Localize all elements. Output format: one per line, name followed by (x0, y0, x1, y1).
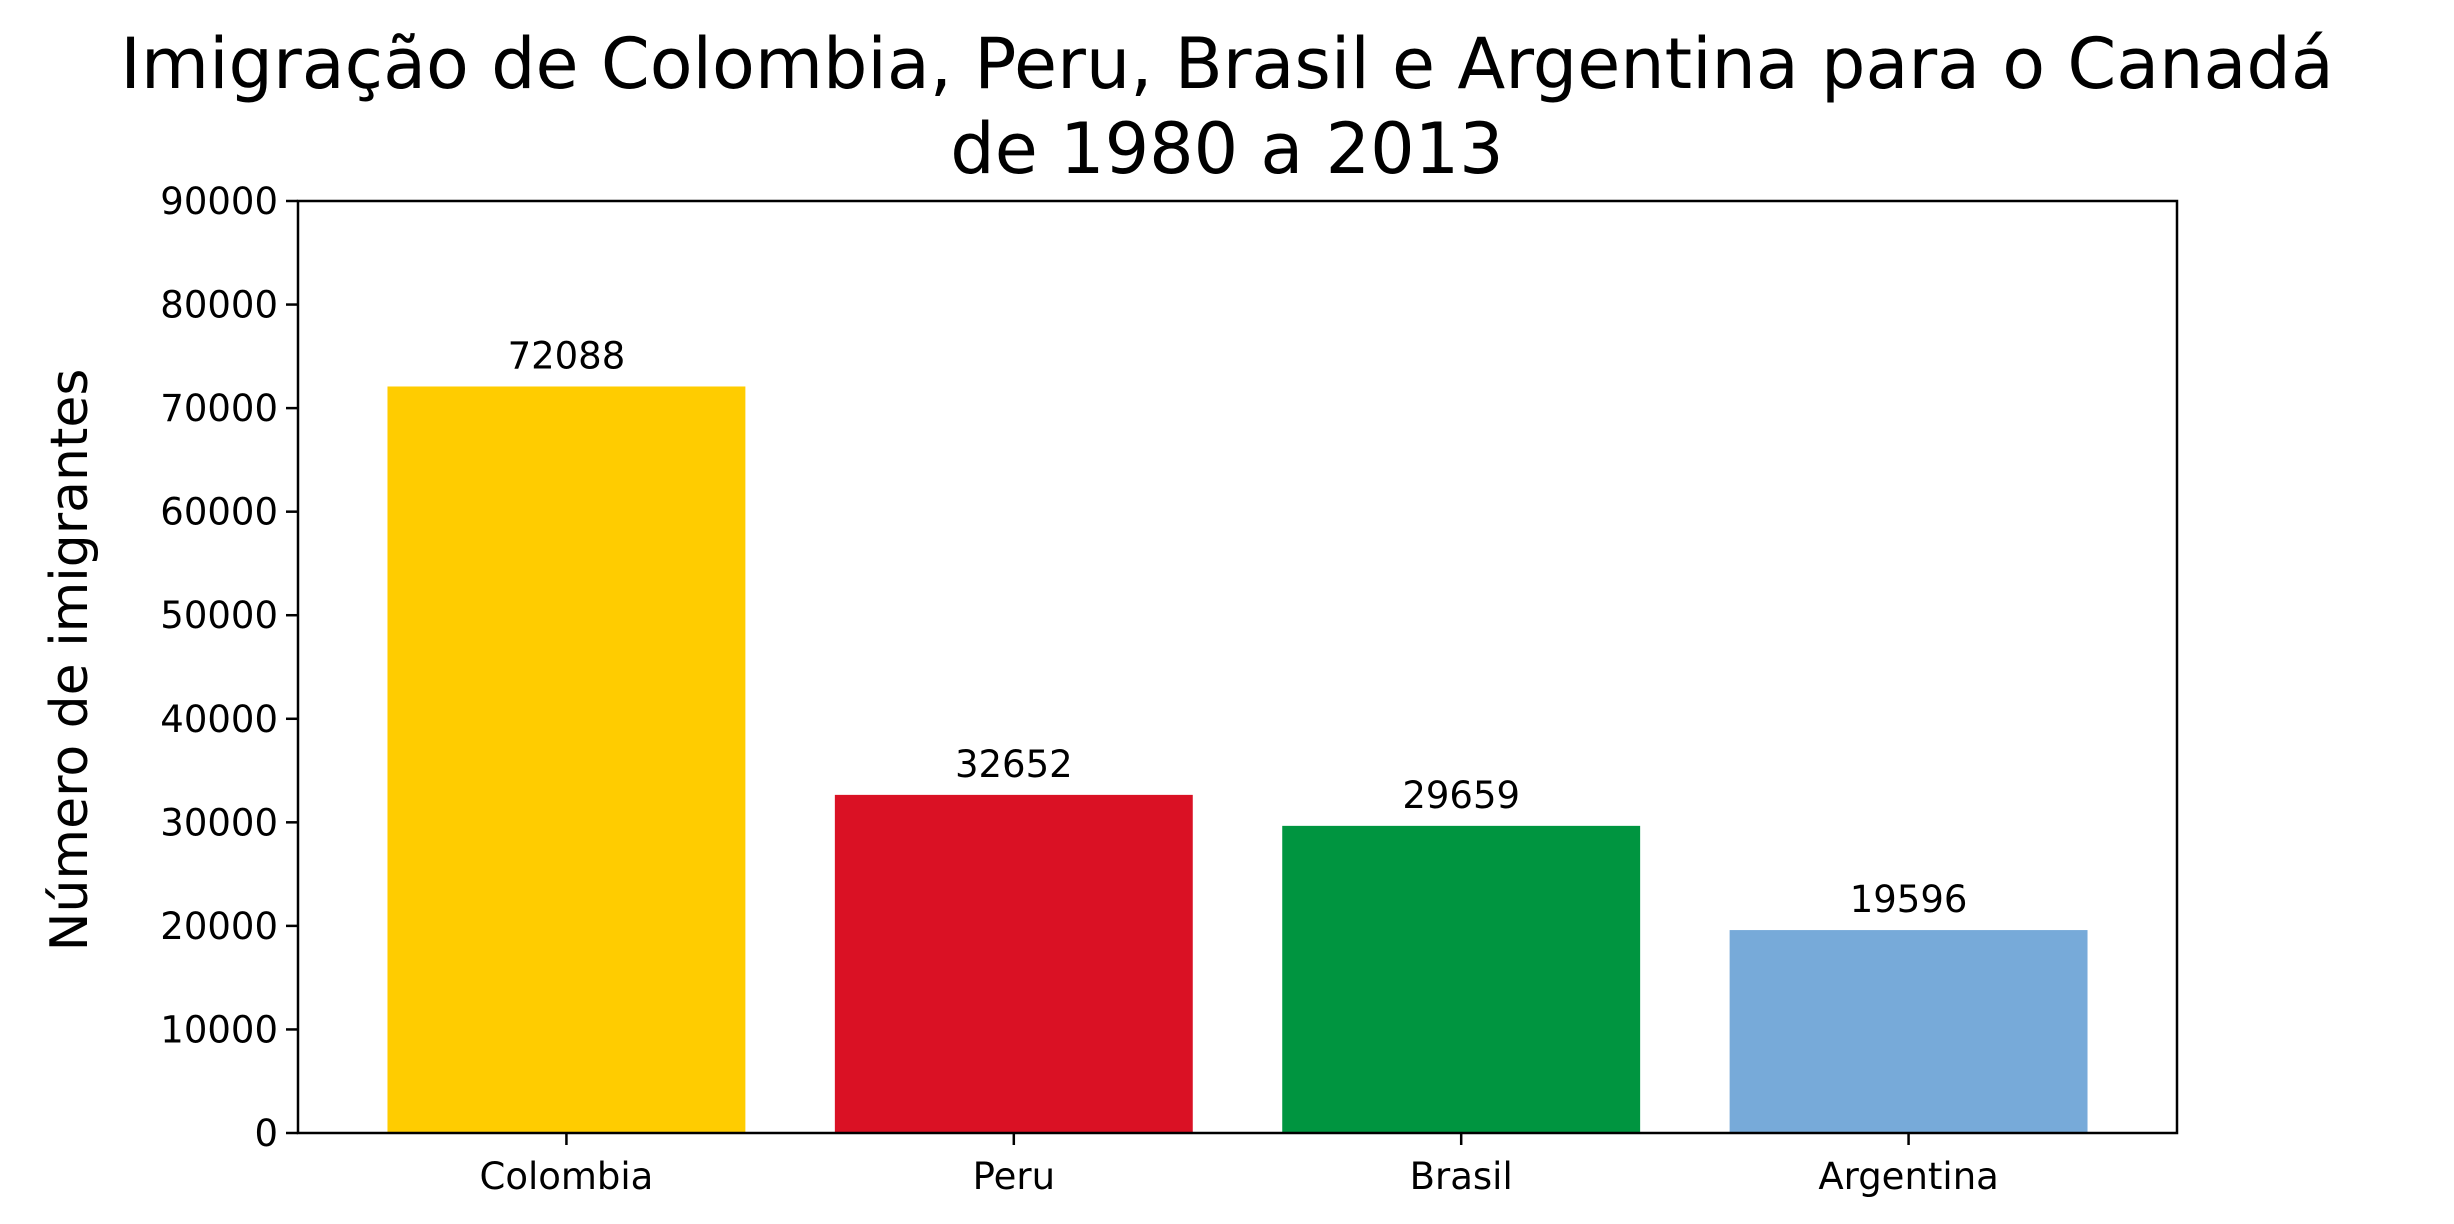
y-axis-label: Número de imigrantes (40, 369, 100, 952)
y-tick-label: 70000 (160, 387, 278, 430)
chart-title-line-1: Imigração de Colombia, Peru, Brasil e Ar… (120, 23, 2334, 105)
chart-title-line-2: de 1980 a 2013 (950, 108, 1503, 190)
y-tick-label: 10000 (160, 1008, 278, 1051)
plot-area: 72088 32652 29659 19596 0 10000 20000 30000 4000… (160, 180, 2179, 1198)
bar-argentina (1729, 930, 2088, 1133)
y-tick-label: 90000 (160, 180, 278, 223)
y-tick-label: 20000 (160, 905, 278, 948)
bar-value-label: 32652 (955, 743, 1073, 786)
bar-peru (834, 794, 1193, 1133)
y-tick-label: 50000 (160, 594, 278, 637)
y-tick-label: 60000 (160, 491, 278, 534)
bar-colombia (387, 386, 746, 1133)
x-tick-label: Brasil (1410, 1155, 1513, 1198)
bar-value-label: 19596 (1850, 878, 1968, 921)
plot-frame (296, 199, 2179, 1135)
y-tick-label: 0 (254, 1112, 278, 1155)
x-tick-label: Peru (973, 1155, 1055, 1198)
y-tick-label: 30000 (160, 801, 278, 844)
y-tick-label: 40000 (160, 698, 278, 741)
x-tick-label: Colombia (479, 1155, 653, 1198)
x-tick-label: Argentina (1818, 1155, 1998, 1198)
bar-brasil (1282, 825, 1641, 1133)
y-tick-label: 80000 (160, 284, 278, 327)
bar-value-label: 29659 (1402, 774, 1520, 817)
bar-value-label: 72088 (508, 334, 626, 377)
